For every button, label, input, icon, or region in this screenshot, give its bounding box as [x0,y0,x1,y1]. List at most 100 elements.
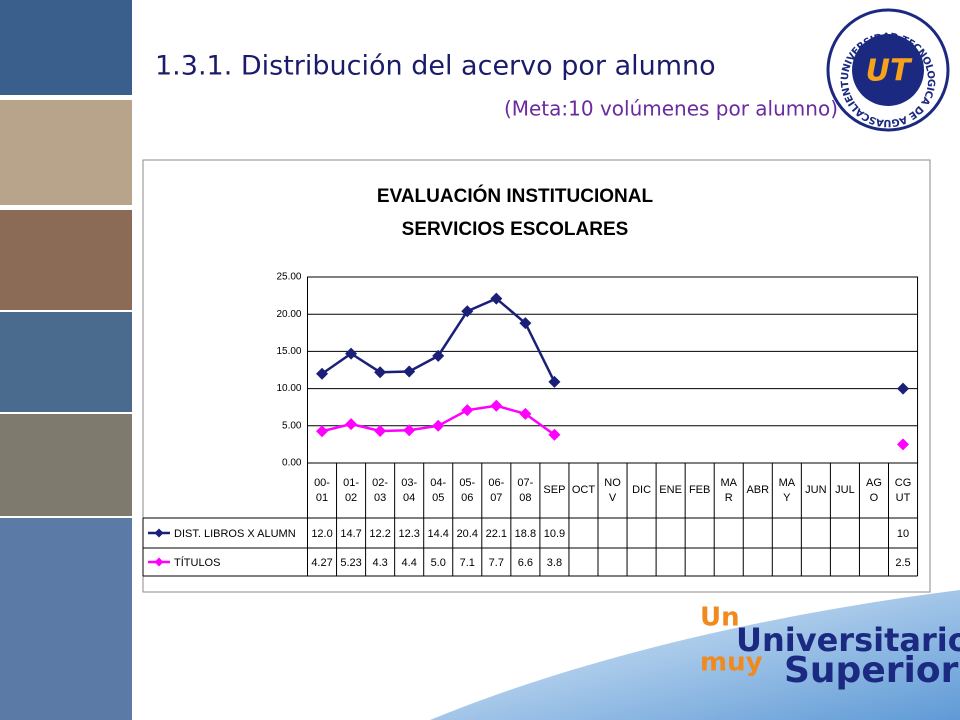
photo-strip [0,0,132,720]
x-tick-label-box: 06- 07 [488,476,505,504]
y-tick-label: 0.00 [282,458,302,469]
x-tick-label: FEB [688,484,711,496]
data-label: 4.3 [372,557,387,569]
y-tick-label: 25.00 [276,272,301,283]
x-tick-label-box: FEB [688,484,711,496]
x-tick-label: 05- 06 [459,476,476,504]
data-label: 14.7 [340,528,361,540]
x-tick-label-box: NO V [604,476,621,504]
y-tick-label: 15.00 [276,346,301,357]
x-tick-label-box: 05- 06 [459,476,476,504]
plot: 0.00 5.00 10.00 15.00 20.00 25.00 00- 01 01- 02… [142,272,919,577]
x-tick-label: NO V [604,476,621,504]
x-tick-label: JUN [805,484,827,496]
slide-title: 1.3.1. Distribución del acervo por alumn… [155,51,716,82]
x-tick-label-box: 01- 02 [343,476,360,504]
x-tick-label-box: 03- 04 [401,476,418,504]
x-tick-label-box: MA Y [778,476,796,504]
data-label: 10 [897,528,909,540]
x-tick-label: 03- 04 [401,476,418,504]
legend-label: DIST. LIBROS X ALUMN [174,528,296,540]
point [548,428,561,441]
data-label: 7.1 [460,557,475,569]
point [403,424,416,437]
logo-mark: UT [866,54,913,89]
x-tick-label: 07- 08 [517,476,534,504]
data-label: 4.27 [311,557,332,569]
point [897,382,910,395]
data-label: 3.8 [547,557,562,569]
legend-marker [154,528,164,538]
data-label: 6.6 [518,557,533,569]
slogan-2: Universitario [736,621,960,659]
data-label: 20.4 [457,528,478,540]
data-label: 12.2 [369,528,390,540]
x-tick-label: 01- 02 [343,476,360,504]
data-label: 10.9 [544,528,565,540]
data-label: 18.8 [515,528,536,540]
legend-marker [154,557,164,567]
x-tick-label-box: 00- 01 [314,476,330,504]
data-label: 12.3 [398,528,419,540]
slogan-3: muy [700,648,763,678]
x-tick-label: AG O [866,476,882,504]
x-tick-label: JUL [835,484,855,496]
point [374,366,387,379]
x-tick-label: MA Y [778,476,796,504]
x-tick-label-box: ABR [746,484,770,496]
point [490,399,503,412]
data-label: 2.5 [895,557,910,569]
point [548,375,561,388]
point [519,317,532,330]
slogan-4: Superior [784,650,959,691]
chart-title: EVALUACIÓN INSTITUCIONAL [377,185,654,207]
x-tick-label-box: OCT [571,484,596,496]
x-tick-label-box: SEP [543,484,566,496]
swoosh [430,590,960,720]
x-tick-label-box: 07- 08 [517,476,534,504]
x-tick-label: DIC [632,484,652,496]
x-tick-label-box: CG UT [894,476,912,504]
point [345,347,358,360]
x-tick-label-box: MA R [720,476,737,504]
slide-subtitle: (Meta:10 volúmenes por alumno) [504,97,838,121]
x-tick-label-box: ENE [659,484,682,496]
slogan: Un Universitario muy Superior [700,603,960,692]
data-label: 4.4 [402,557,417,569]
legend-label: TÍTULOS [174,556,220,569]
point [403,365,416,378]
chart-subtitle: SERVICIOS ESCOLARES [402,219,629,240]
x-tick-label-box: AG O [866,476,882,504]
x-tick-label: 06- 07 [488,476,505,504]
data-label: 7.7 [489,557,504,569]
point [461,404,474,417]
x-tick-label: MA R [720,476,737,504]
x-tick-label-box: 02- 03 [372,476,389,504]
point [345,418,358,431]
x-tick-label: 00- 01 [314,476,330,504]
y-tick-label: 10.00 [276,383,301,394]
point [897,438,910,451]
point [432,419,445,432]
data-label: 22.1 [486,528,507,540]
x-tick-label: 04- 05 [430,476,447,504]
x-tick-label: 02- 03 [372,476,389,504]
x-tick-label: SEP [543,484,566,496]
x-tick-label: ENE [659,484,682,496]
point [490,292,503,305]
point [461,305,474,318]
point [374,425,387,438]
x-tick-label: CG UT [894,476,912,504]
point [316,425,329,438]
data-label: 5.0 [431,557,446,569]
data-label: 5.23 [340,557,361,569]
y-tick-label: 5.00 [282,420,302,431]
x-tick-label-box: DIC [632,484,652,496]
x-tick-label-box: 04- 05 [430,476,447,504]
x-tick-label-box: JUL [835,484,855,496]
x-tick-label: OCT [571,484,596,496]
data-label: 12.0 [311,528,332,540]
x-tick-label: ABR [746,484,770,496]
point [432,349,445,362]
